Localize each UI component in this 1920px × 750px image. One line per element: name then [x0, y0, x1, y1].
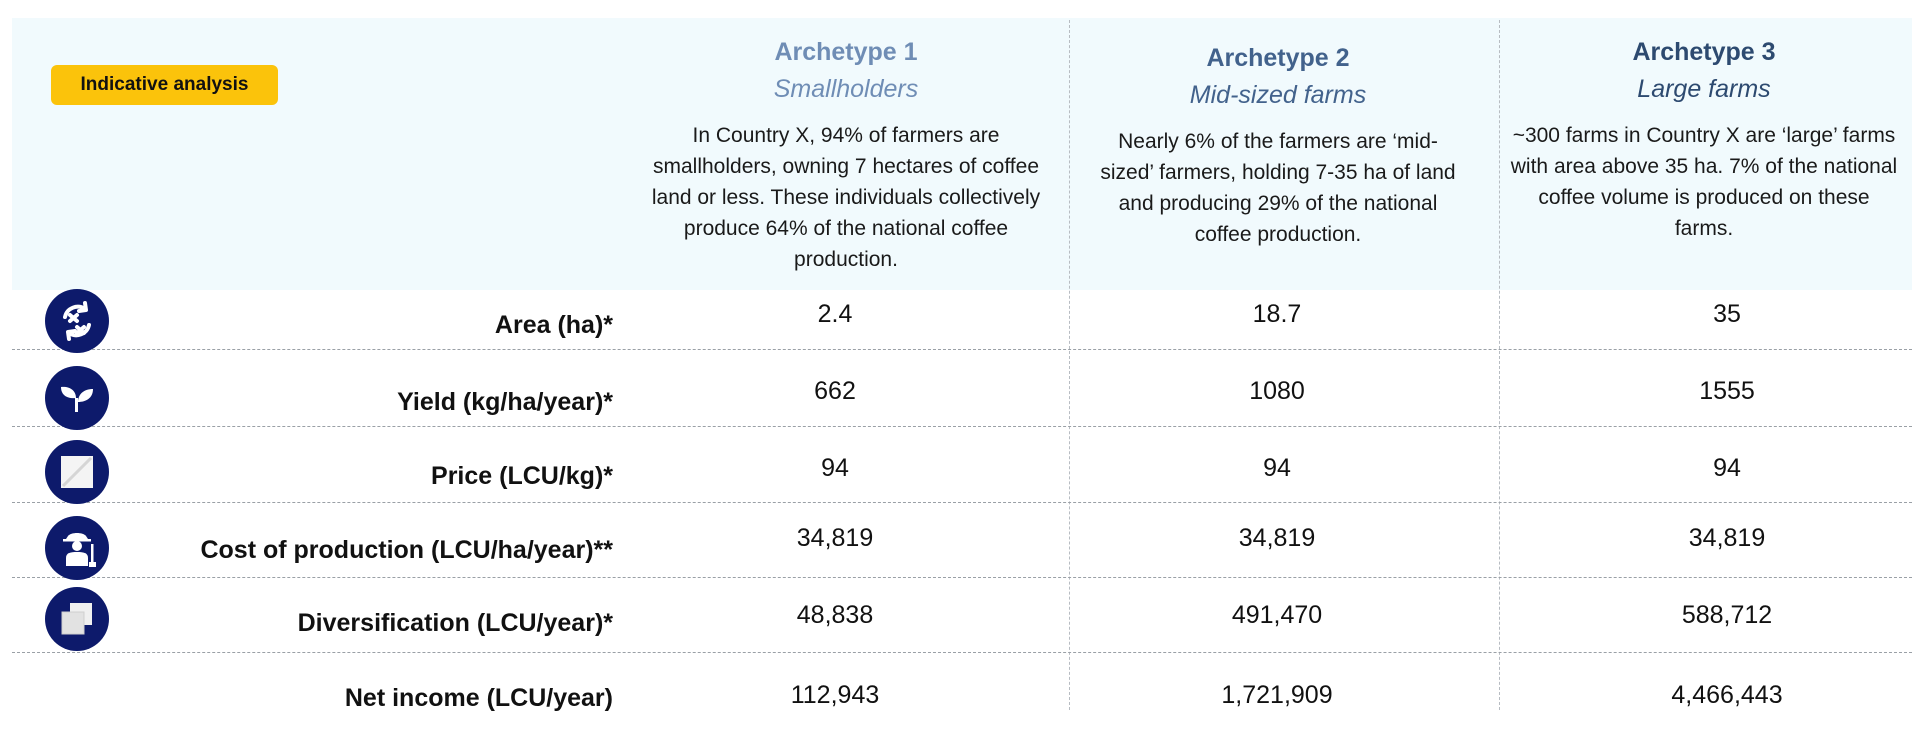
archetype-3-description: ~300 farms in Country X are ‘large’ farm… [1510, 124, 1898, 240]
archetype-2-header: Archetype 2 Mid-sized farms Nearly 6% of… [1094, 44, 1462, 250]
value-price-archetype-2: 94 [1263, 454, 1291, 482]
header-background [12, 18, 1912, 290]
indicative-analysis-badge: Indicative analysis [51, 65, 278, 105]
value-area-archetype-1: 2.4 [817, 300, 853, 328]
table-row-cost-of-production: Cost of production (LCU/ha/year)** 34,81… [0, 512, 1920, 588]
value-net-income-archetype-2: 1,721,909 [1221, 681, 1333, 709]
row-divider [12, 577, 1912, 578]
table-row-price: Price (LCU/kg)* 94 94 94 [0, 437, 1920, 513]
row-label-cost-of-production: Cost of production (LCU/ha/year)** [200, 536, 613, 564]
value-diversification-archetype-2: 491,470 [1231, 601, 1323, 629]
row-label-area: Area (ha)* [494, 311, 613, 339]
table-row-area: Area (ha)* 2.4 18.7 35 [0, 283, 1920, 359]
archetype-1-description: In Country X, 94% of farmers are smallho… [651, 124, 1041, 271]
row-label-yield: Yield (kg/ha/year)* [397, 388, 613, 416]
archetype-2-title: Archetype 2 [1206, 44, 1350, 72]
column-divider-2 [1499, 20, 1500, 710]
value-price-archetype-3: 94 [1713, 454, 1741, 482]
value-area-archetype-2: 18.7 [1252, 300, 1302, 328]
archetype-1-title: Archetype 1 [774, 38, 918, 66]
value-cost-archetype-3: 34,819 [1688, 524, 1766, 552]
table-row-yield: Yield (kg/ha/year)* 662 1080 1555 [0, 360, 1920, 436]
row-label-price: Price (LCU/kg)* [431, 462, 613, 490]
row-divider [12, 502, 1912, 503]
row-label-diversification: Diversification (LCU/year)* [297, 609, 613, 637]
archetype-2-subtitle: Mid-sized farms [1189, 81, 1367, 109]
value-yield-archetype-2: 1080 [1249, 377, 1305, 405]
value-diversification-archetype-1: 48,838 [796, 601, 874, 629]
archetype-3-header: Archetype 3 Large farms ~300 farms in Co… [1510, 38, 1898, 244]
value-net-income-archetype-1: 112,943 [790, 681, 880, 709]
archetype-3-title: Archetype 3 [1632, 38, 1776, 66]
value-area-archetype-3: 35 [1713, 300, 1741, 328]
archetype-3-subtitle: Large farms [1637, 75, 1771, 103]
recycle-arrows-icon [45, 289, 109, 353]
farmer-icon [45, 516, 109, 580]
value-diversification-archetype-3: 588,712 [1681, 601, 1773, 629]
stacked-layers-icon [45, 587, 109, 651]
row-label-net-income: Net income (LCU/year) [344, 684, 613, 712]
table-row-diversification: Diversification (LCU/year)* 48,838 491,4… [0, 586, 1920, 662]
price-tag-icon [45, 440, 109, 504]
row-divider [12, 426, 1912, 427]
sprout-icon [45, 366, 109, 430]
row-divider [12, 349, 1912, 350]
value-yield-archetype-1: 662 [814, 377, 856, 405]
table-row-net-income: Net income (LCU/year) 112,943 1,721,909 … [0, 660, 1920, 736]
value-cost-archetype-2: 34,819 [1238, 524, 1316, 552]
value-net-income-archetype-3: 4,466,443 [1671, 681, 1783, 709]
row-divider [12, 652, 1912, 653]
archetype-1-header: Archetype 1 Smallholders In Country X, 9… [650, 38, 1042, 275]
archetype-1-subtitle: Smallholders [773, 75, 919, 103]
archetype-2-description: Nearly 6% of the farmers are ‘mid-sized’… [1100, 130, 1456, 246]
column-divider-1 [1069, 20, 1070, 710]
value-cost-archetype-1: 34,819 [796, 524, 874, 552]
value-price-archetype-1: 94 [821, 454, 849, 482]
value-yield-archetype-3: 1555 [1699, 377, 1755, 405]
